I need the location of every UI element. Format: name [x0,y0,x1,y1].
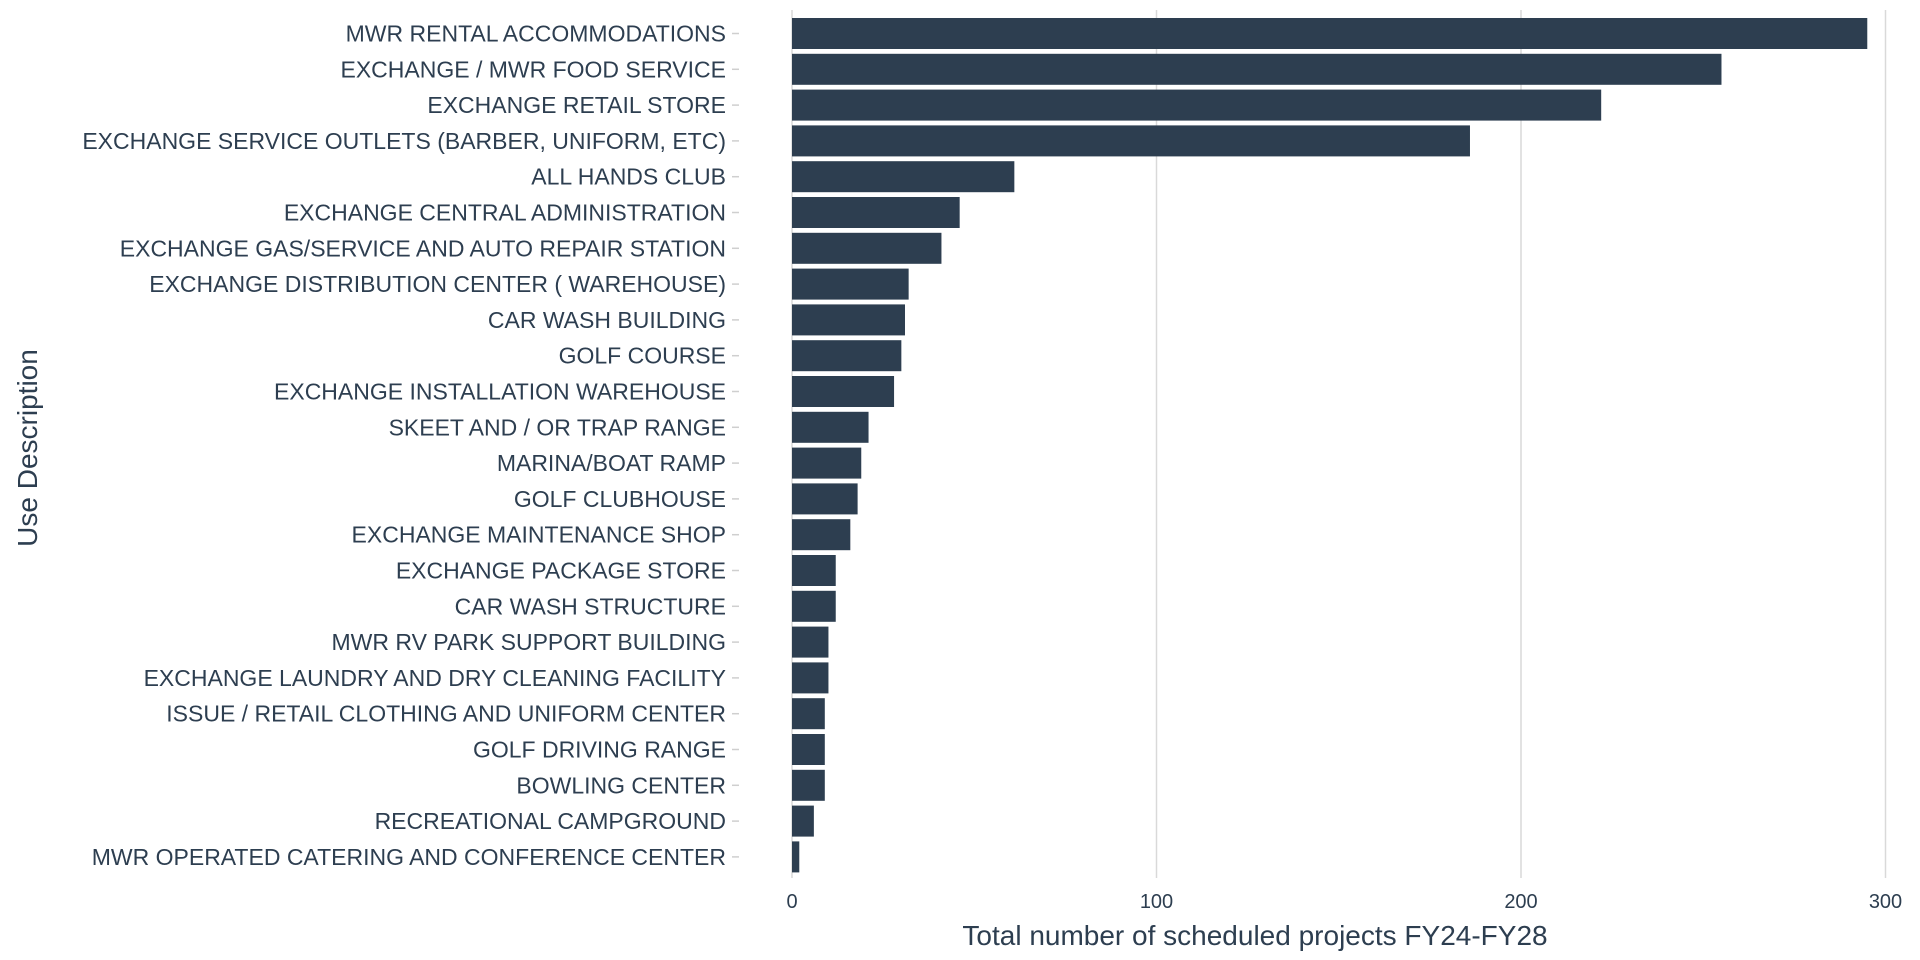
category-label: GOLF COURSE [559,343,726,369]
bar [792,590,836,622]
category-label: EXCHANGE INSTALLATION WAREHOUSE [274,379,726,405]
bars [792,18,1868,873]
bar [792,53,1722,85]
category-label: CAR WASH STRUCTURE [455,593,726,619]
category-label: GOLF DRIVING RANGE [473,737,726,763]
x-tick-label: 200 [1504,891,1537,913]
category-label: EXCHANGE CENTRAL ADMINISTRATION [284,200,726,226]
category-label: EXCHANGE GAS/SERVICE AND AUTO REPAIR STA… [120,235,726,261]
bar [792,769,825,801]
category-label: EXCHANGE MAINTENANCE SHOP [352,522,726,548]
x-tick-label: 300 [1869,891,1902,913]
bar [792,18,1868,49]
bar [792,376,895,407]
bar [792,555,836,586]
bar [792,161,1015,193]
category-label: MWR RV PARK SUPPORT BUILDING [332,629,726,655]
bar [792,89,1602,121]
bar [792,125,1470,157]
category-label: EXCHANGE LAUNDRY AND DRY CLEANING FACILI… [144,665,726,691]
x-axis-title: Total number of scheduled projects FY24-… [962,920,1547,951]
category-label: EXCHANGE DISTRIBUTION CENTER ( WAREHOUSE… [149,271,726,297]
category-label: ALL HANDS CLUB [531,164,726,190]
category-label: EXCHANGE SERVICE OUTLETS (BARBER, UNIFOR… [82,128,726,154]
category-label: GOLF CLUBHOUSE [514,486,726,512]
bar [792,734,825,765]
bar [792,304,905,336]
category-label: ISSUE / RETAIL CLOTHING AND UNIFORM CENT… [166,701,726,727]
bar [792,519,851,551]
category-label: CAR WASH BUILDING [488,307,726,333]
x-tick-label: 100 [1140,891,1173,913]
category-label: SKEET AND / OR TRAP RANGE [389,414,726,440]
category-label: MARINA/BOAT RAMP [497,450,726,476]
bar [792,411,869,443]
bar [792,447,862,479]
category-label: RECREATIONAL CAMPGROUND [375,808,726,834]
bar [792,662,829,694]
category-label: MWR OPERATED CATERING AND CONFERENCE CEN… [92,844,726,870]
bar [792,805,814,837]
category-labels: MWR RENTAL ACCOMMODATIONS EXCHANGE / MWR … [82,21,739,870]
bar [792,197,960,228]
bar [792,626,829,658]
category-label: MWR RENTAL ACCOMMODATIONS [346,21,726,47]
category-label: EXCHANGE RETAIL STORE [427,92,726,118]
bar [792,841,800,873]
x-tick-label: 0 [786,891,797,913]
category-label: EXCHANGE PACKAGE STORE [396,558,726,584]
x-tick-labels: 0 100 200 300 [786,891,1902,913]
bar [792,268,909,300]
y-axis-title: Use Description [12,349,43,547]
bar [792,483,858,515]
bar [792,698,825,730]
bar [792,232,942,264]
category-label: EXCHANGE / MWR FOOD SERVICE [340,56,726,82]
bar [792,340,902,372]
category-label: BOWLING CENTER [516,772,726,798]
